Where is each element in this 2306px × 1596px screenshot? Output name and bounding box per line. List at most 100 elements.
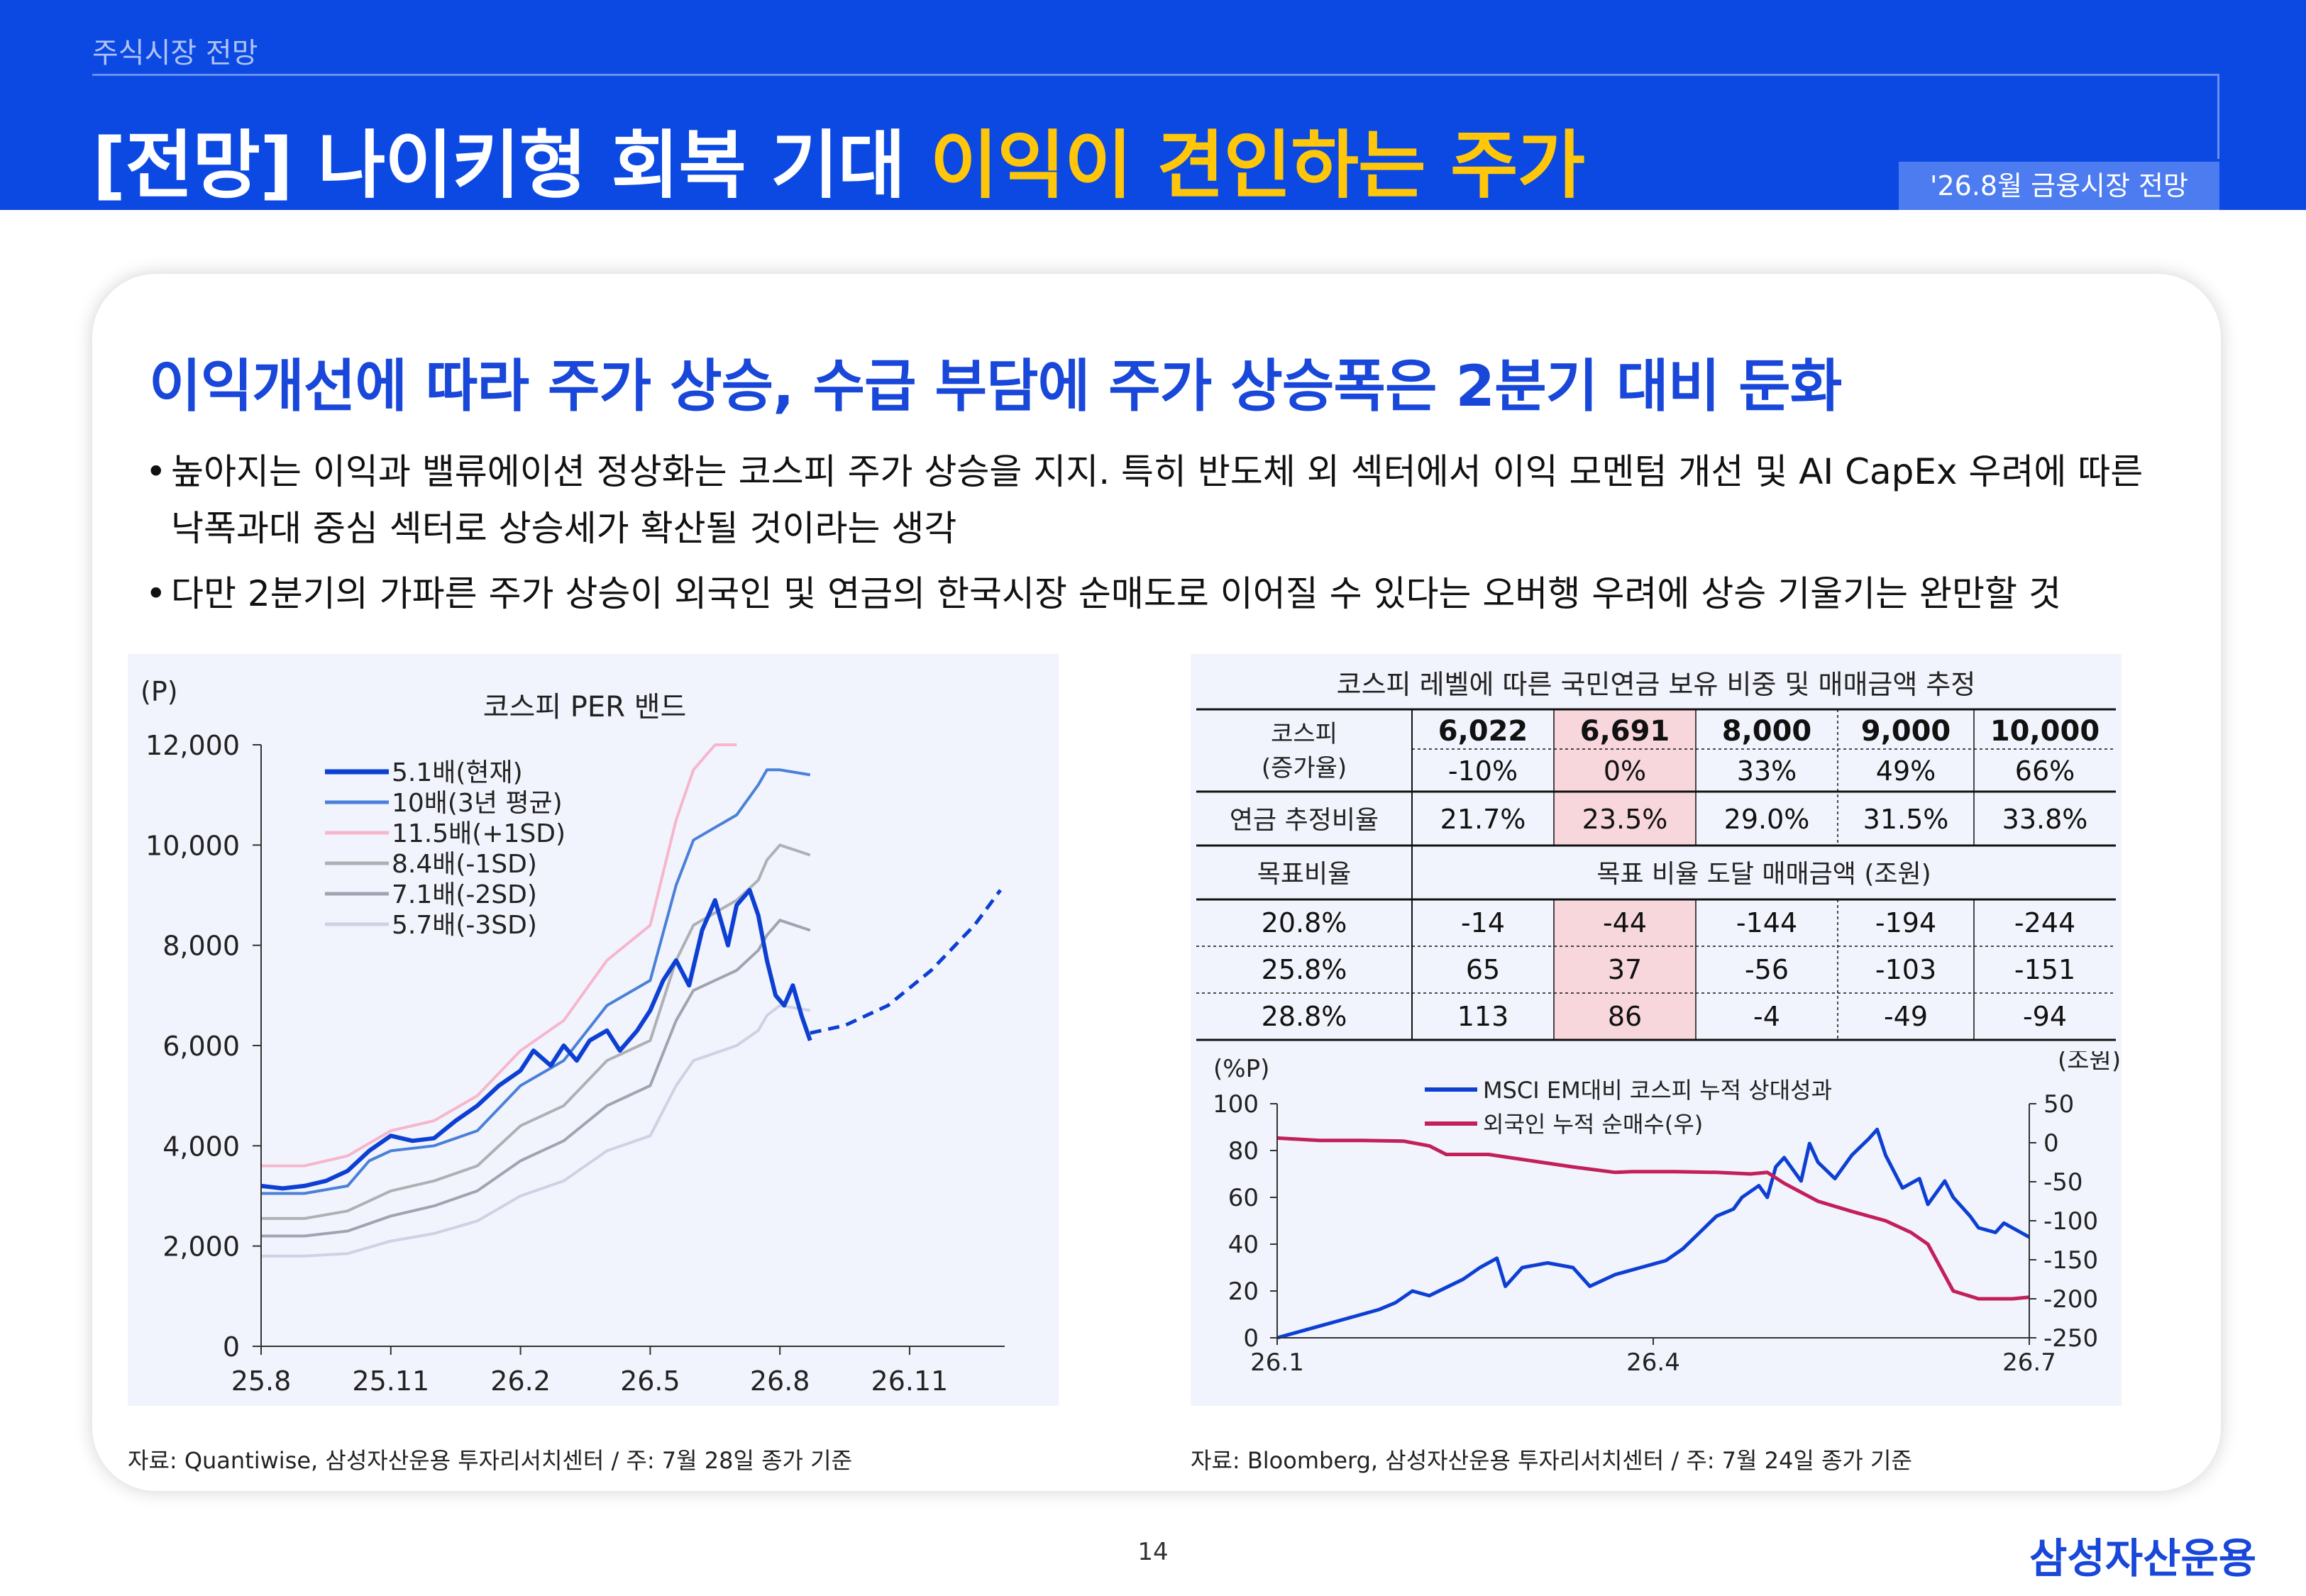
page-title-main: [전망] 나이키형 회복 기대 bbox=[92, 122, 905, 209]
table-cell: -14 bbox=[1461, 907, 1505, 938]
table-cell: -244 bbox=[2014, 907, 2075, 938]
source-note-right: 자료: Bloomberg, 삼성자산운용 투자리서치센터 / 주: 7월 24… bbox=[1191, 1447, 1912, 1474]
table-cell: -103 bbox=[1875, 954, 1936, 985]
rel-legend-label: 외국인 누적 순매수(우) bbox=[1483, 1111, 1703, 1138]
table-cell: -4 bbox=[1753, 1001, 1780, 1032]
table-cell: 33% bbox=[1737, 755, 1797, 787]
table-highlight-cell-row3 bbox=[1554, 993, 1696, 1040]
per-legend-label: 11.5배(+1SD) bbox=[392, 819, 566, 848]
table-highlight-cell-growth bbox=[1554, 749, 1696, 792]
per-y-tick-label: 2,000 bbox=[162, 1231, 240, 1263]
table-cell: 49% bbox=[1876, 755, 1936, 787]
table-cell: 66% bbox=[2015, 755, 2075, 787]
source-note-left: 자료: Quantiwise, 삼성자산운용 투자리서치센터 / 주: 7월 2… bbox=[128, 1447, 853, 1474]
per-chart-ylabel: (P) bbox=[140, 676, 178, 707]
rel-legend-label: MSCI EM대비 코스피 누적 상대성과 bbox=[1483, 1077, 1832, 1104]
date-badge: '26.8월 금융시장 전망 bbox=[1899, 162, 2219, 210]
header-divider-vertical bbox=[2217, 74, 2219, 159]
per-legend-label: 5.1배(현재) bbox=[392, 758, 523, 787]
table-row-header-ratio: 연금 추정비율 bbox=[1230, 806, 1379, 835]
rel-chart-ylabel-left: (%P) bbox=[1213, 1055, 1269, 1083]
table-cell: 37 bbox=[1608, 954, 1642, 985]
section-label: 주식시장 전망 bbox=[92, 37, 258, 70]
rel-y-tick-label-right: 0 bbox=[2043, 1129, 2059, 1158]
table-cell: 25.8% bbox=[1262, 954, 1347, 985]
table-cell: 10,000 bbox=[1990, 715, 2100, 748]
rel-chart-ylabel-right: (조원) bbox=[2058, 1051, 2121, 1075]
per-chart-title: 코스피 PER 밴드 bbox=[483, 691, 687, 724]
table-cell: 31.5% bbox=[1863, 804, 1949, 835]
table-ratio-row: 21.7% 23.5% 29.0% 31.5% 33.8% bbox=[1440, 804, 2088, 835]
table-cell: 21.7% bbox=[1440, 804, 1526, 835]
per-series-line bbox=[261, 1004, 811, 1258]
rel-y-tick-label-right: -200 bbox=[2043, 1285, 2098, 1314]
page-title-highlight: 이익이 견인하는 주가 bbox=[929, 122, 1586, 209]
per-series-line bbox=[261, 919, 811, 1238]
rel-y-tick-label-right: -250 bbox=[2043, 1324, 2098, 1353]
table-highlight-cell-row2 bbox=[1554, 946, 1696, 993]
per-y-tick-label: 12,000 bbox=[145, 730, 240, 761]
rel-y-tick-label-right: -50 bbox=[2043, 1168, 2083, 1197]
table-highlight-cell-level bbox=[1554, 709, 1696, 749]
per-legend-label: 5.7배(-3SD) bbox=[392, 911, 537, 940]
table-target-row-2: 25.8% 65 37 -56 -103 -151 bbox=[1262, 954, 2075, 985]
table-cell: 65 bbox=[1466, 954, 1500, 985]
per-band-chart-panel bbox=[128, 654, 1059, 1406]
per-y-tick-label: 4,000 bbox=[162, 1131, 240, 1162]
table-row-header-target: 목표비율 bbox=[1257, 860, 1351, 889]
table-cell: 20.8% bbox=[1262, 907, 1347, 938]
table-cell: 0% bbox=[1604, 755, 1646, 787]
rel-y-tick-label-left: 40 bbox=[1228, 1231, 1259, 1259]
table-target-row-1: 20.8% -14 -44 -144 -194 -244 bbox=[1262, 907, 2075, 938]
table-cell: 33.8% bbox=[2002, 804, 2088, 835]
per-forecast-line bbox=[810, 889, 1002, 1035]
table-title: 코스피 레벨에 따른 국민연금 보유 비중 및 매매금액 추정 bbox=[1337, 669, 1976, 700]
table-cell: -49 bbox=[1884, 1001, 1928, 1032]
table-growth-row: -10% 0% 33% 49% 66% bbox=[1448, 755, 2075, 787]
per-x-tick-label: 26.8 bbox=[750, 1365, 810, 1397]
table-highlight-cell-ratio bbox=[1554, 792, 1696, 846]
per-series-line bbox=[261, 768, 811, 1195]
bullet-item: 다만 2분기의 가파른 주가 상승이 외국인 및 연금의 한국시장 순매도로 이… bbox=[145, 565, 2168, 622]
table-cell: 86 bbox=[1608, 1001, 1642, 1032]
table-cell: -10% bbox=[1448, 755, 1518, 787]
pension-table: 코스피 레벨에 따른 국민연금 보유 비중 및 매매금액 추정 코스피 (증가율… bbox=[1196, 669, 2116, 1041]
rel-y-tick-label-right: 50 bbox=[2043, 1090, 2074, 1119]
rel-y-tick-label-left: 80 bbox=[1228, 1137, 1259, 1165]
headline: 이익개선에 따라 주가 상승, 수급 부담에 주가 상승폭은 2분기 대비 둔화 bbox=[149, 353, 1842, 419]
company-logo: 삼성자산운용 bbox=[2029, 1534, 2257, 1583]
table-level-row: 6,022 6,691 8,000 9,000 10,000 bbox=[1438, 715, 2100, 748]
per-y-tick-label: 0 bbox=[223, 1331, 240, 1363]
rel-x-tick-label: 26.4 bbox=[1626, 1348, 1680, 1377]
table-cell: 8,000 bbox=[1722, 715, 1812, 748]
per-y-tick-label: 8,000 bbox=[162, 931, 240, 962]
table-cell: -44 bbox=[1603, 907, 1647, 938]
per-series-line bbox=[260, 887, 812, 1191]
rel-y-tick-label-left: 20 bbox=[1228, 1278, 1259, 1306]
rel-y-tick-label-left: 60 bbox=[1228, 1184, 1259, 1212]
per-x-tick-label: 25.11 bbox=[352, 1365, 429, 1397]
table-cell: -194 bbox=[1875, 907, 1936, 938]
page-title: [전망] 나이키형 회복 기대 이익이 견인하는 주가 bbox=[92, 105, 1586, 212]
rel-x-tick-label: 26.1 bbox=[1250, 1348, 1304, 1377]
rel-x-tick-label: 26.7 bbox=[2002, 1348, 2056, 1377]
table-cell: 9,000 bbox=[1861, 715, 1951, 748]
table-cell: 6,022 bbox=[1438, 715, 1528, 748]
page-number: 14 bbox=[1137, 1538, 1169, 1566]
rel-series-line bbox=[1276, 1136, 2030, 1301]
table-target-caption: 목표 비율 도달 매매금액 (조원) bbox=[1596, 860, 1931, 889]
per-band-chart: 0 2,000 4,000 6,000 8,000 10,000 12,000 25.8 25.… bbox=[140, 676, 1005, 1397]
per-legend-label: 7.1배(-2SD) bbox=[392, 880, 537, 909]
per-legend-label: 10배(3년 평균) bbox=[392, 789, 563, 818]
rel-y-tick-label-right: -100 bbox=[2043, 1207, 2098, 1236]
per-y-tick-label: 10,000 bbox=[145, 830, 240, 861]
table-cell: -94 bbox=[2023, 1001, 2067, 1032]
table-cell: 23.5% bbox=[1582, 804, 1668, 835]
per-x-tick-label: 26.11 bbox=[871, 1365, 949, 1397]
table-cell: -151 bbox=[2014, 954, 2075, 985]
table-row-header-growth: (증가율) bbox=[1262, 754, 1347, 782]
table-cell: -144 bbox=[1736, 907, 1797, 938]
per-legend-label: 8.4배(-1SD) bbox=[392, 850, 537, 879]
per-x-tick-label: 26.2 bbox=[490, 1365, 551, 1397]
relative-performance-chart: 0 20 40 60 80 100 -250 -200 -150 -100 -50 0 50 26.1 26… bbox=[1213, 1051, 2121, 1377]
